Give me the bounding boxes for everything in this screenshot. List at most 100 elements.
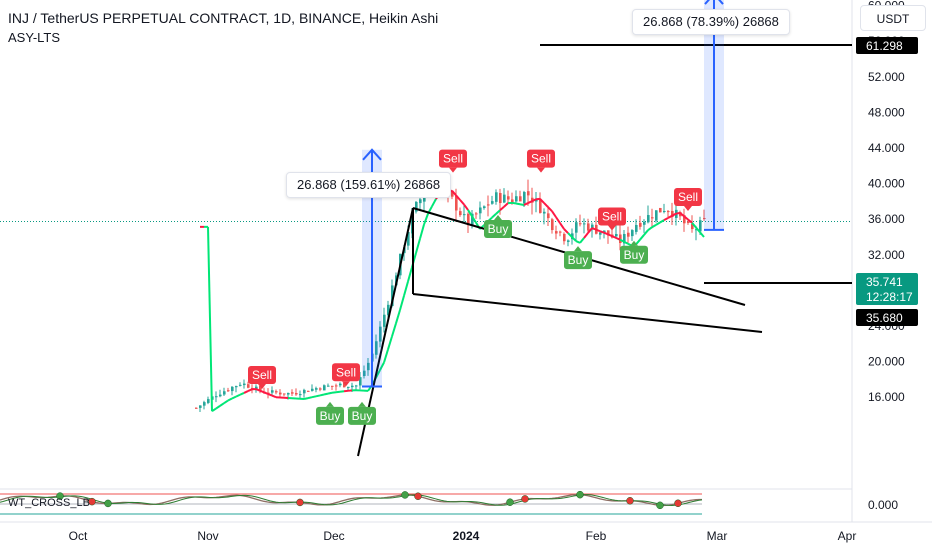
candle [355, 384, 358, 391]
candle-body [419, 199, 422, 204]
measure-arrow-head [704, 0, 724, 5]
candle [215, 391, 218, 403]
candle [507, 190, 510, 204]
trend-segment [543, 202, 549, 208]
candle-body [295, 393, 298, 395]
trend-segment [271, 394, 277, 399]
candle [475, 211, 478, 219]
y-tick-label: 16.000 [868, 390, 905, 404]
indicator-pane-label[interactable]: WT_CROSS_LB [8, 497, 90, 509]
candle-body [691, 223, 694, 230]
trend-segment [267, 393, 273, 397]
candle [631, 229, 634, 241]
candle-body [523, 192, 526, 204]
candle-body [291, 392, 294, 394]
trend-segment [531, 198, 537, 203]
price-tag-text: 12:28:17 [866, 290, 913, 304]
wt-cross-dot [674, 499, 682, 508]
candle-body [635, 224, 638, 232]
candle [575, 218, 578, 241]
candle-body [527, 191, 530, 196]
y-tick-label: 40.000 [868, 177, 905, 191]
trend-segment [659, 219, 665, 224]
trend-segment [511, 201, 517, 205]
trend-segment [407, 266, 413, 282]
trend-segment [623, 240, 629, 245]
trend-segment [667, 214, 673, 219]
candle-body [383, 314, 386, 327]
indicator-name[interactable]: ASY-LTS [8, 30, 61, 45]
sell-signal: Sell [674, 187, 702, 211]
trend-segment [431, 198, 437, 207]
candle [635, 219, 638, 235]
candle-body [339, 383, 342, 386]
candle [599, 232, 602, 240]
trend-segment [695, 226, 701, 233]
candle [579, 214, 582, 227]
candle-body [643, 221, 646, 225]
candle [375, 334, 378, 359]
candle-body [479, 207, 482, 214]
trend-segment [379, 362, 385, 371]
trend-segment [451, 190, 457, 196]
candle [519, 190, 522, 202]
candle-body [463, 214, 466, 216]
signal-pointer [494, 214, 502, 220]
candle [551, 217, 554, 234]
x-tick-label: Oct [69, 529, 88, 543]
signal-label: Sell [531, 152, 551, 166]
candle [207, 396, 210, 405]
trend-segment [635, 239, 641, 246]
candle [643, 219, 646, 233]
candle-body [483, 206, 486, 209]
trend-segment [323, 392, 329, 396]
candle-body [591, 224, 594, 230]
candle [383, 307, 386, 333]
candle [491, 195, 494, 205]
candle [467, 212, 470, 234]
trend-segment [683, 215, 689, 221]
trend-segment [315, 394, 321, 398]
signal-box [439, 149, 467, 168]
candle-body [219, 394, 222, 397]
trend-segment [391, 323, 397, 337]
trend-segment [255, 388, 261, 392]
signal-box [332, 363, 360, 382]
candle-body [335, 385, 338, 387]
trend-segment [595, 228, 601, 233]
x-tick-label: 2024 [453, 529, 480, 543]
candle-body [367, 362, 370, 371]
candle [627, 226, 630, 244]
candle [511, 192, 514, 205]
candle-body [223, 391, 226, 395]
wt-cross-dot [414, 492, 422, 500]
candle-body [547, 213, 550, 219]
wt-cross-dot [506, 498, 514, 506]
candle [495, 189, 498, 205]
candle [219, 389, 222, 398]
currency-selector[interactable]: USDT [860, 5, 926, 31]
trend-segment [519, 203, 525, 206]
candle [195, 407, 198, 410]
buy-signal: Buy [620, 240, 648, 264]
trend-segment [539, 198, 545, 204]
price-tag-bg [856, 309, 918, 326]
candle-body [651, 217, 654, 219]
candle [339, 382, 342, 388]
candle-body [503, 194, 506, 203]
wt-cross-dot [296, 498, 304, 507]
measure-label-2: 26.868 (78.39%) 26868 [632, 9, 790, 35]
candle [203, 400, 206, 410]
candle-body [391, 285, 394, 307]
candle [415, 200, 418, 214]
candle [583, 218, 586, 234]
candle-body [647, 215, 650, 223]
signal-box [620, 245, 648, 264]
trend-segment [591, 227, 597, 231]
trend-segment [603, 231, 609, 236]
candle-body [575, 222, 578, 233]
trend-segment [655, 221, 661, 226]
x-tick-label: Dec [323, 529, 344, 543]
